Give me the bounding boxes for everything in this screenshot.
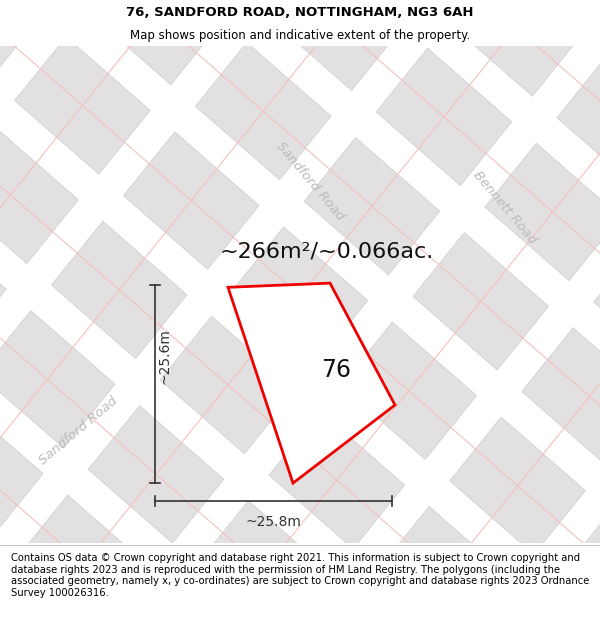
Text: Sandford Road: Sandford Road xyxy=(274,139,346,222)
Polygon shape xyxy=(485,143,600,281)
Polygon shape xyxy=(376,48,512,186)
Polygon shape xyxy=(304,138,440,275)
Polygon shape xyxy=(593,238,600,376)
Polygon shape xyxy=(232,227,368,364)
Polygon shape xyxy=(306,596,442,625)
Polygon shape xyxy=(559,512,600,625)
Text: ~266m²/~0.066ac.: ~266m²/~0.066ac. xyxy=(220,242,434,262)
Polygon shape xyxy=(0,0,41,79)
Polygon shape xyxy=(124,132,259,269)
Text: Bennett Road: Bennett Road xyxy=(471,168,539,246)
Polygon shape xyxy=(52,221,187,359)
Polygon shape xyxy=(0,311,115,448)
Polygon shape xyxy=(522,328,600,465)
Polygon shape xyxy=(450,417,586,554)
Polygon shape xyxy=(160,316,296,454)
Polygon shape xyxy=(0,216,7,353)
Polygon shape xyxy=(228,283,395,483)
Text: 76: 76 xyxy=(322,358,352,382)
Text: Sandford Road: Sandford Road xyxy=(36,394,120,468)
Polygon shape xyxy=(413,232,548,370)
Polygon shape xyxy=(448,0,584,96)
Polygon shape xyxy=(16,495,152,625)
Text: Map shows position and indicative extent of the property.: Map shows position and indicative extent… xyxy=(130,29,470,42)
Polygon shape xyxy=(196,42,331,180)
Polygon shape xyxy=(125,590,260,625)
Text: 76, SANDFORD ROAD, NOTTINGHAM, NG3 6AH: 76, SANDFORD ROAD, NOTTINGHAM, NG3 6AH xyxy=(126,6,474,19)
Polygon shape xyxy=(0,584,80,625)
Polygon shape xyxy=(557,54,600,191)
Polygon shape xyxy=(341,322,476,459)
Polygon shape xyxy=(0,126,78,264)
Polygon shape xyxy=(378,506,514,625)
Text: ~25.6m: ~25.6m xyxy=(158,328,172,384)
Polygon shape xyxy=(268,0,403,91)
Polygon shape xyxy=(0,400,43,538)
Polygon shape xyxy=(86,0,222,85)
Polygon shape xyxy=(88,406,224,543)
Text: Contains OS data © Crown copyright and database right 2021. This information is : Contains OS data © Crown copyright and d… xyxy=(11,553,589,598)
Polygon shape xyxy=(269,411,404,549)
Polygon shape xyxy=(487,601,600,625)
Polygon shape xyxy=(14,37,150,174)
Polygon shape xyxy=(197,501,332,625)
Polygon shape xyxy=(520,0,600,7)
Polygon shape xyxy=(340,0,475,1)
Text: ~25.8m: ~25.8m xyxy=(245,516,301,529)
